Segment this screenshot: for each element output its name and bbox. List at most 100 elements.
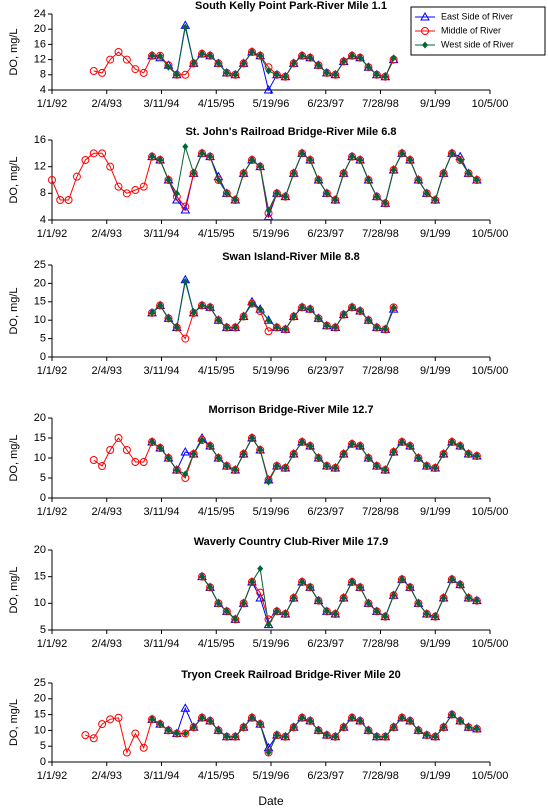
- marker-diamond: [423, 462, 430, 470]
- marker-diamond: [240, 723, 247, 731]
- marker-diamond: [323, 731, 330, 739]
- x-tick-label: 9/1/99: [420, 770, 451, 782]
- marker-diamond: [240, 599, 247, 607]
- marker-diamond: [223, 733, 230, 741]
- y-tick-label: 8: [40, 69, 46, 81]
- x-tick-label: 1/1/92: [37, 506, 68, 518]
- marker-diamond: [465, 723, 472, 731]
- marker-diamond: [465, 594, 472, 602]
- x-tick-label: 6/23/97: [307, 365, 344, 377]
- marker-diamond: [365, 599, 372, 607]
- marker-diamond: [182, 730, 189, 738]
- marker-diamond: [257, 163, 264, 171]
- marker-diamond: [273, 462, 280, 470]
- chart-title: Swan Island-River Mile 8.8: [222, 251, 360, 263]
- marker-diamond: [165, 454, 172, 462]
- marker-diamond: [290, 59, 297, 67]
- marker-diamond: [373, 607, 380, 615]
- x-tick-label: 7/28/98: [362, 98, 399, 110]
- marker-diamond: [157, 444, 164, 452]
- x-tick-label: 5/19/96: [253, 770, 290, 782]
- marker-diamond: [182, 278, 189, 286]
- marker-diamond: [415, 726, 422, 734]
- y-tick-label: 16: [34, 134, 46, 146]
- marker-circle: [114, 182, 123, 191]
- marker-diamond: [315, 61, 322, 69]
- marker-diamond: [440, 594, 447, 602]
- x-tick-label: 10/5/00: [472, 638, 509, 650]
- x-tick-label: 3/11/94: [144, 506, 180, 518]
- x-tick-label: 2/4/93: [91, 98, 122, 110]
- x-tick-label: 3/11/94: [144, 770, 180, 782]
- marker-diamond: [390, 54, 397, 62]
- marker-diamond: [282, 193, 289, 201]
- marker-diamond: [190, 723, 197, 731]
- marker-diamond: [390, 166, 397, 174]
- x-tick-label: 3/11/94: [144, 228, 180, 240]
- marker-diamond: [307, 442, 314, 450]
- marker-diamond: [382, 466, 389, 474]
- marker-circle: [89, 67, 98, 75]
- marker-diamond: [357, 156, 364, 164]
- x-tick-label: 1/1/92: [37, 365, 68, 377]
- series-line: [151, 279, 395, 330]
- marker-diamond: [323, 462, 330, 470]
- marker-circle: [56, 196, 65, 204]
- marker-diamond: [307, 54, 314, 62]
- y-axis-label: DO, mg/L: [8, 699, 20, 746]
- marker-diamond: [440, 723, 447, 731]
- y-axis-label: DO, mg/L: [8, 28, 20, 75]
- marker-circle: [131, 729, 140, 738]
- marker-diamond: [440, 169, 447, 177]
- series-line: [201, 567, 478, 627]
- marker-diamond: [398, 438, 405, 446]
- marker-diamond: [398, 714, 405, 722]
- marker-circle: [122, 748, 131, 757]
- marker-diamond: [232, 733, 239, 741]
- marker-circle: [106, 446, 115, 454]
- x-tick-label: 9/1/99: [420, 98, 451, 110]
- x-tick-label: 7/28/98: [362, 638, 399, 650]
- x-tick-label: 3/11/94: [144, 638, 180, 650]
- x-tick-label: 10/5/00: [472, 98, 509, 110]
- y-tick-label: 0: [40, 492, 46, 504]
- marker-diamond: [232, 466, 239, 474]
- marker-diamond: [215, 176, 222, 184]
- marker-diamond: [323, 189, 330, 197]
- marker-circle: [48, 176, 56, 184]
- marker-diamond: [340, 311, 347, 319]
- chart-title: South Kelly Point Park-River Mile 1.1: [195, 0, 387, 12]
- marker-diamond: [373, 324, 380, 332]
- marker-diamond: [149, 52, 156, 60]
- marker-diamond: [407, 442, 414, 450]
- y-tick-label: 16: [34, 38, 46, 50]
- marker-diamond: [315, 454, 322, 462]
- marker-diamond: [199, 50, 206, 58]
- marker-circle: [139, 458, 148, 466]
- y-tick-label: 8: [40, 187, 46, 199]
- marker-diamond: [282, 325, 289, 333]
- marker-diamond: [432, 196, 439, 204]
- x-tick-label: 6/23/97: [307, 770, 344, 782]
- marker-diamond: [349, 52, 356, 60]
- marker-circle: [131, 186, 140, 194]
- y-tick-label: 20: [34, 412, 46, 424]
- marker-circle: [114, 713, 123, 722]
- x-tick-label: 10/5/00: [472, 228, 509, 240]
- marker-diamond: [232, 615, 239, 623]
- y-tick-label: 25: [34, 259, 46, 271]
- x-tick-label: 4/15/95: [198, 770, 235, 782]
- series-line: [152, 27, 395, 78]
- marker-diamond: [223, 607, 230, 615]
- x-tick-label: 9/1/99: [420, 228, 451, 240]
- marker-diamond: [165, 314, 172, 322]
- y-tick-label: 10: [34, 314, 46, 326]
- x-tick-label: 4/15/95: [198, 228, 235, 240]
- y-tick-label: 5: [40, 740, 46, 752]
- marker-circle: [106, 162, 115, 171]
- y-tick-label: 20: [34, 277, 46, 289]
- y-tick-label: 12: [34, 161, 46, 173]
- marker-diamond: [240, 450, 247, 458]
- marker-diamond: [240, 59, 247, 67]
- marker-diamond: [473, 725, 480, 733]
